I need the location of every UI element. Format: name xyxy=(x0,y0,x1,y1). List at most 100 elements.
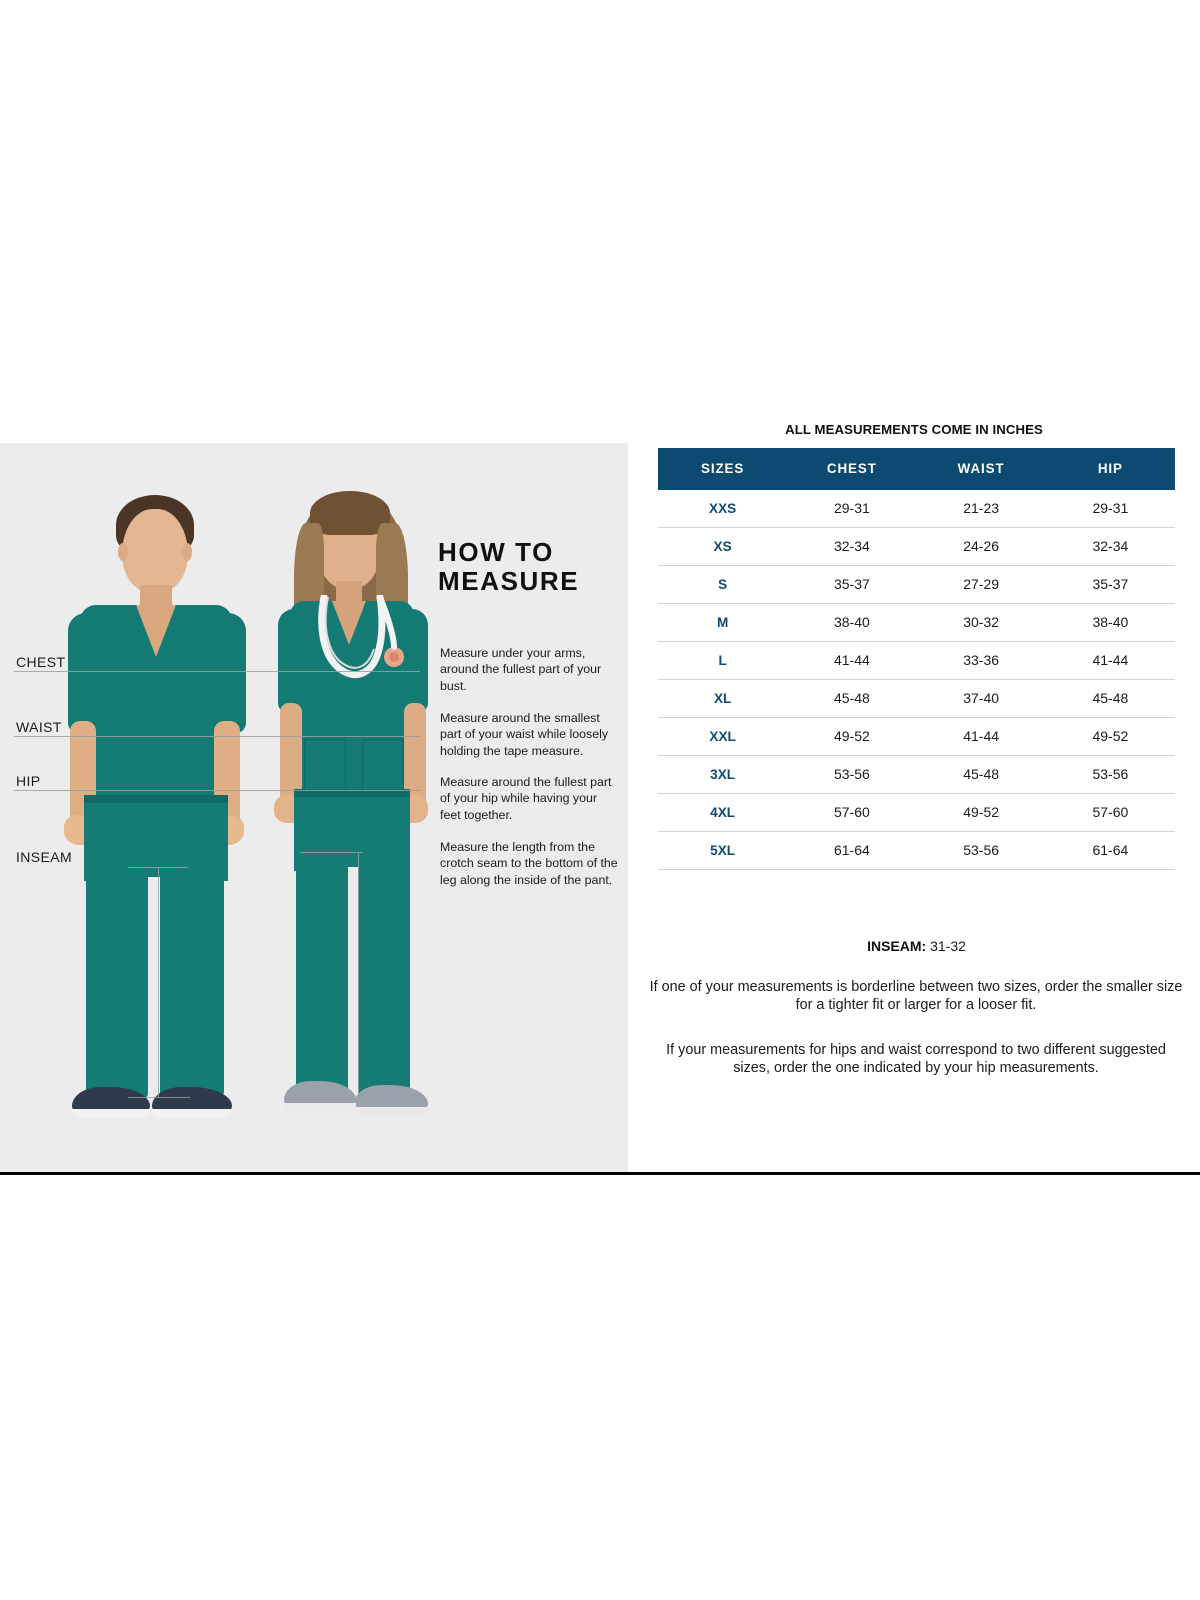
male-head xyxy=(122,509,188,593)
male-ear-right xyxy=(182,543,192,561)
cell-size: XXS xyxy=(658,490,788,528)
cell-waist: 53-56 xyxy=(916,831,1046,870)
cell-hip: 29-31 xyxy=(1045,490,1175,528)
table-row: 4XL 57-60 49-52 57-60 xyxy=(658,793,1175,832)
cell-waist: 33-36 xyxy=(916,641,1046,680)
table-body: XXS 29-31 21-23 29-31 XS 32-34 24-26 32-… xyxy=(658,490,1175,870)
cell-size: S xyxy=(658,565,788,604)
cell-hip: 32-34 xyxy=(1045,527,1175,566)
guide-line-foot-male xyxy=(128,1097,190,1098)
cell-chest: 41-44 xyxy=(787,641,917,680)
female-leg-right xyxy=(358,867,410,1093)
column-header-sizes: SIZES xyxy=(658,448,788,490)
cell-chest: 45-48 xyxy=(787,679,917,718)
female-model-figure xyxy=(248,489,458,1116)
female-sole-right xyxy=(354,1107,428,1116)
guide-line-inseam-female xyxy=(300,852,362,853)
table-row: M 38-40 30-32 38-40 xyxy=(658,603,1175,642)
table-row: 3XL 53-56 45-48 53-56 xyxy=(658,755,1175,794)
female-scrub-pants xyxy=(294,797,410,871)
cell-size: L xyxy=(658,641,788,680)
cell-chest: 61-64 xyxy=(787,831,917,870)
cell-hip: 49-52 xyxy=(1045,717,1175,756)
table-header: SIZES CHEST WAIST HIP xyxy=(658,448,1175,490)
page-title: HOW TO MEASURE xyxy=(438,537,580,597)
column-header-hip: HIP xyxy=(1045,448,1175,490)
guide-line-foot-female xyxy=(330,1102,390,1103)
cell-size: 4XL xyxy=(658,793,788,832)
measurement-label-waist: WAIST xyxy=(16,719,62,735)
female-hair-top xyxy=(310,491,390,535)
size-table-panel: ALL MEASUREMENTS COME IN INCHES SIZES CH… xyxy=(628,422,1200,1173)
cell-waist: 24-26 xyxy=(916,527,1046,566)
male-model-figure xyxy=(48,495,268,1118)
male-sole-right xyxy=(152,1109,232,1118)
male-leg-left xyxy=(86,877,148,1099)
cell-chest: 29-31 xyxy=(787,490,917,528)
cell-chest: 38-40 xyxy=(787,603,917,642)
cell-size: XS xyxy=(658,527,788,566)
female-leg-gap xyxy=(348,867,358,1081)
male-ear-left xyxy=(118,543,128,561)
female-leg-left xyxy=(296,867,348,1093)
male-sole-left xyxy=(72,1109,150,1118)
cell-waist: 30-32 xyxy=(916,603,1046,642)
cell-size: M xyxy=(658,603,788,642)
cell-chest: 35-37 xyxy=(787,565,917,604)
inseam-value: 31-32 xyxy=(930,938,966,954)
cell-hip: 35-37 xyxy=(1045,565,1175,604)
fit-note-borderline: If one of your measurements is borderlin… xyxy=(649,979,1183,1014)
column-header-chest: CHEST xyxy=(787,448,917,490)
instruction-inseam: Measure the length from the crotch seam … xyxy=(440,840,618,887)
guide-line-waist xyxy=(14,736,420,737)
cell-chest: 32-34 xyxy=(787,527,917,566)
cell-hip: 41-44 xyxy=(1045,641,1175,680)
cell-waist: 37-40 xyxy=(916,679,1046,718)
measurement-label-chest: CHEST xyxy=(16,654,66,670)
table-header-row: SIZES CHEST WAIST HIP xyxy=(658,448,1175,490)
guide-line-hip xyxy=(14,790,420,791)
male-leg-gap xyxy=(148,877,160,1083)
model-illustration xyxy=(0,443,438,1173)
cell-size: XXL xyxy=(658,717,788,756)
female-pocket-left xyxy=(304,739,346,791)
cell-size: 3XL xyxy=(658,755,788,794)
table-row: XL 45-48 37-40 45-48 xyxy=(658,679,1175,718)
cell-chest: 49-52 xyxy=(787,717,917,756)
guide-line-inseam-vertical-female xyxy=(358,852,359,1102)
guide-line-inseam-vertical-male xyxy=(158,867,159,1097)
table-row: S 35-37 27-29 35-37 xyxy=(658,565,1175,604)
cell-hip: 38-40 xyxy=(1045,603,1175,642)
cell-hip: 57-60 xyxy=(1045,793,1175,832)
inseam-summary: INSEAM: 31-32 xyxy=(658,938,1175,954)
cell-waist: 41-44 xyxy=(916,717,1046,756)
column-header-waist: WAIST xyxy=(916,448,1046,490)
female-arm-left xyxy=(280,703,302,807)
female-arm-right xyxy=(404,703,426,807)
size-chart-content: CHEST WAIST HIP INSEAM HOW TO MEASURE Me… xyxy=(0,422,1200,1173)
instruction-hip: Measure around the fullest part of your … xyxy=(440,775,612,822)
instruction-waist: Measure around the smallest part of your… xyxy=(440,711,609,758)
measurement-label-hip: HIP xyxy=(16,773,41,789)
male-leg-right xyxy=(160,877,224,1099)
stethoscope-icon xyxy=(310,595,410,727)
measurements-unit-note: ALL MEASUREMENTS COME IN INCHES xyxy=(785,422,1043,437)
instruction-chest: Measure under your arms, around the full… xyxy=(440,646,602,693)
table-row: XXS 29-31 21-23 29-31 xyxy=(658,490,1175,528)
measurement-label-inseam: INSEAM xyxy=(16,849,73,865)
table-row: XXL 49-52 41-44 49-52 xyxy=(658,717,1175,756)
female-sole-left xyxy=(284,1103,356,1112)
cell-waist: 27-29 xyxy=(916,565,1046,604)
cell-chest: 57-60 xyxy=(787,793,917,832)
cell-waist: 45-48 xyxy=(916,755,1046,794)
table-row: L 41-44 33-36 41-44 xyxy=(658,641,1175,680)
fit-note-hip-priority: If your measurements for hips and waist … xyxy=(666,1042,1166,1077)
cell-chest: 53-56 xyxy=(787,755,917,794)
cell-waist: 49-52 xyxy=(916,793,1046,832)
table-row: XS 32-34 24-26 32-34 xyxy=(658,527,1175,566)
cell-hip: 45-48 xyxy=(1045,679,1175,718)
cell-size: XL xyxy=(658,679,788,718)
table-row: 5XL 61-64 53-56 61-64 xyxy=(658,831,1175,870)
inseam-label: INSEAM: xyxy=(867,938,927,954)
male-scrub-pants xyxy=(84,803,228,881)
